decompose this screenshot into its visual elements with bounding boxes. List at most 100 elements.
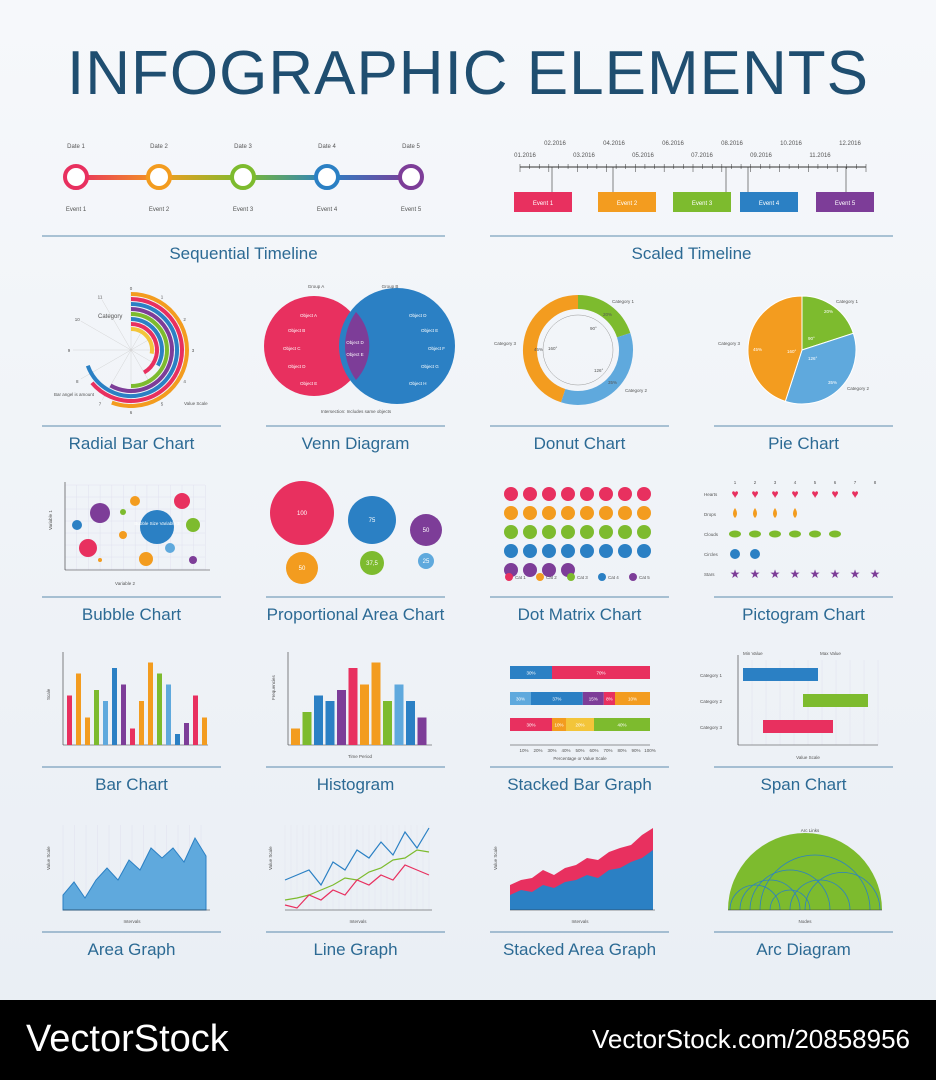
arc-label: Arc Links — [801, 828, 820, 833]
venn-group-a: Group A — [308, 284, 325, 289]
cloud-icon — [829, 530, 841, 538]
dot — [504, 487, 518, 501]
sarea-ylabel: Value Scale — [493, 846, 498, 870]
bubble — [120, 509, 126, 515]
span-xlabel: Value Scale — [796, 755, 820, 760]
arc-link — [804, 872, 881, 911]
arc-link — [739, 879, 801, 911]
stacked-label: 8% — [606, 697, 613, 702]
venn-group-b: Group B — [382, 284, 399, 289]
caption-10: Pictogram Chart — [742, 605, 865, 624]
bubble — [90, 503, 110, 523]
scale-date-bottom: 01.2016 — [514, 153, 536, 159]
bar — [184, 723, 189, 745]
radial-spoke — [101, 299, 132, 351]
scale-date-top: 04.2016 — [603, 141, 625, 147]
scale-event-box-5 — [816, 192, 874, 212]
caption-13: Stacked Bar Graph — [507, 775, 652, 794]
venn-note: Intersection: Includes same objects — [321, 409, 392, 414]
stacked-label: 20% — [575, 723, 584, 728]
picto-tick: 4 — [794, 480, 797, 485]
bubble — [189, 556, 197, 564]
radial-tick: 11 — [98, 294, 103, 299]
donut-pct-2: 35% — [608, 380, 617, 385]
arc-link — [769, 889, 811, 911]
stacked-segment — [594, 718, 650, 731]
donut-segment-1 — [577, 295, 631, 338]
dot-legend-swatch-2 — [536, 573, 544, 581]
area-fill — [62, 836, 207, 911]
bar-ylabel: Scale — [46, 688, 51, 700]
hist-bar — [314, 695, 323, 745]
scale-date-bottom: 11.2016 — [809, 153, 831, 159]
scale-date-top: 12.2016 — [839, 141, 861, 147]
radial-spoke — [130, 299, 161, 351]
heart-icon: ♥ — [751, 487, 758, 501]
bar — [130, 728, 135, 745]
star-icon: ★ — [770, 567, 781, 581]
bar — [121, 684, 126, 745]
picto-row-label-2: Drops — [704, 512, 717, 517]
histogram: Frequencies Time Period — [271, 652, 432, 759]
scale-date-bottom: 09.2016 — [750, 153, 772, 159]
stacked-bar-graph: 30% 70% 30% 37% 15% 8% 10% 30% 10% 20% 40% 10% 20% 30… — [510, 666, 656, 761]
stacked-label: 10% — [628, 697, 637, 702]
hist-bar — [337, 690, 346, 745]
radial-tick: 6 — [130, 410, 133, 415]
dot — [523, 563, 537, 577]
bar — [166, 684, 171, 745]
venn-a-item: Object B — [288, 328, 305, 333]
stacked-tick: 10% — [519, 748, 528, 753]
bubble-ylabel: Variable 1 — [48, 510, 53, 530]
prop-circle-5 — [360, 551, 384, 575]
donut-label-1: Category 1 — [612, 299, 635, 304]
caption-9: Dot Matrix Chart — [518, 605, 642, 624]
seq-event-4: Event 4 — [317, 207, 338, 213]
dot-legend-swatch-4 — [598, 573, 606, 581]
pie-pct-2: 35% — [828, 380, 837, 385]
heart-icon: ♥ — [731, 487, 738, 501]
bar — [202, 717, 207, 745]
prop-value-4: 50 — [299, 566, 306, 572]
donut-angle-1: 90° — [590, 326, 597, 331]
star-icon: ★ — [790, 567, 801, 581]
span-bar-2 — [803, 694, 868, 707]
pie-slice-2 — [784, 332, 857, 405]
footer-bar: VectorStock VectorStock.com/20858956 — [0, 1000, 936, 1080]
bubble — [79, 539, 97, 557]
stacked-tick: 80% — [617, 748, 626, 753]
dot — [618, 544, 632, 558]
cloud-icon — [809, 530, 821, 538]
bar — [112, 668, 117, 745]
seq-date-3: Date 3 — [234, 144, 252, 150]
stacked-area-graph: Value Scale Intervals — [493, 828, 655, 924]
dot — [618, 506, 632, 520]
line-series — [284, 827, 430, 887]
circle-icon — [750, 549, 760, 559]
dot — [561, 487, 575, 501]
pie-label-2: Category 2 — [847, 386, 870, 391]
infographic-canvas: Sequential Timeline Scaled Timeline Radial… — [42, 141, 893, 959]
bubble — [130, 496, 140, 506]
caption-6: Pie Chart — [768, 434, 839, 453]
seq-node-4 — [314, 164, 340, 190]
picto-row-label-3: Clouds — [704, 532, 719, 537]
prop-circle-1 — [270, 481, 334, 545]
venn-b-item: Object H — [409, 381, 427, 386]
venn-diagram: Group A Group B Object A Object B Object C Ob… — [264, 284, 455, 414]
dot-legend-label-5: Cat 5 — [639, 575, 650, 580]
stacked-segment — [552, 718, 566, 731]
arc-xlabel: Nodes — [798, 919, 812, 924]
stacked-segment — [552, 666, 650, 679]
radial-bar — [111, 292, 189, 408]
donut-inner-ring — [542, 314, 614, 386]
pie-label-3: Category 3 — [718, 341, 741, 346]
dot — [561, 506, 575, 520]
heart-icon: ♥ — [851, 487, 858, 501]
bubble — [119, 531, 127, 539]
stacked-tick: 60% — [589, 748, 598, 753]
seq-event-5: Event 5 — [401, 207, 422, 213]
scaled-timeline: 01.2016 03.2016 05.2016 07.2016 09.2016 11.20… — [514, 141, 874, 212]
stacked-xlabel: Percentage or Value Scale — [553, 756, 607, 761]
dot — [637, 544, 651, 558]
